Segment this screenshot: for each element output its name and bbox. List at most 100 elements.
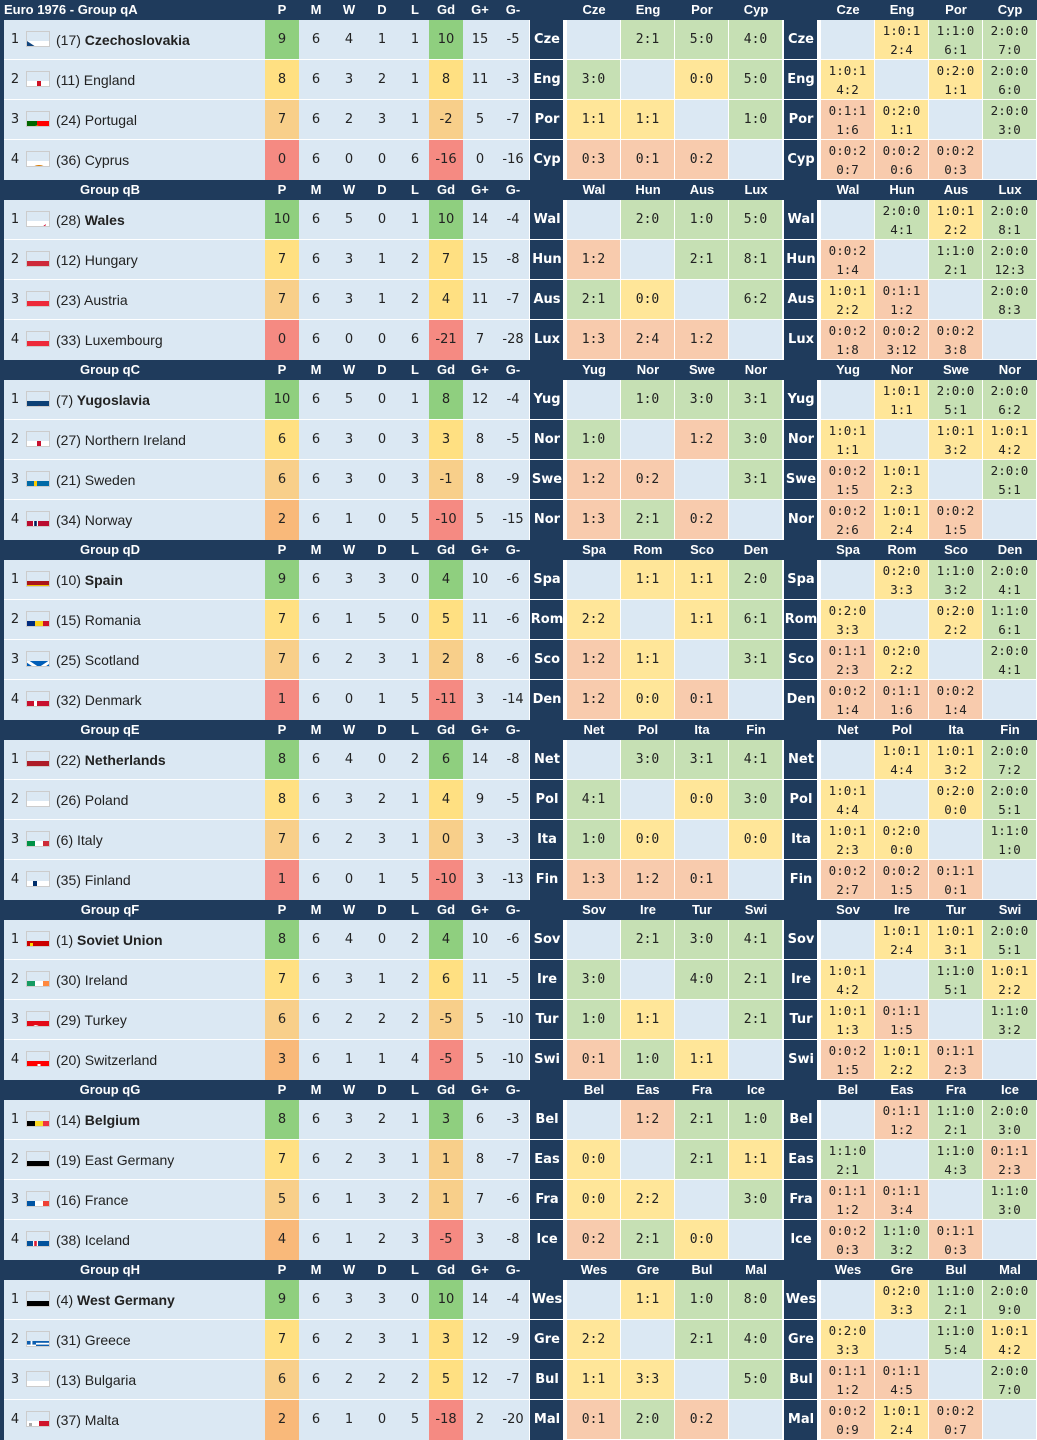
- head-to-head-cell: 1:0:1 2:2: [821, 280, 875, 320]
- goal-difference: 4: [429, 920, 463, 960]
- points-cell: 6: [265, 420, 299, 460]
- aggregate-score: 1:4: [836, 702, 859, 717]
- column-header: W: [342, 2, 356, 17]
- wdl-record: 1:1:0: [936, 1103, 975, 1118]
- wdl-record: 0:1:1: [882, 283, 921, 298]
- wdl-record: 1:1:0: [936, 243, 975, 258]
- stat-ga: -14: [502, 692, 524, 707]
- row-abbr: Ire: [530, 960, 564, 1000]
- row-divider: [4, 139, 1037, 140]
- column-divider: [817, 740, 821, 900]
- aggregate-score: 7:0: [998, 42, 1021, 57]
- stat-w: 1: [344, 512, 354, 527]
- goal-difference: -1: [429, 460, 463, 500]
- stat-m: 6: [311, 252, 321, 267]
- column-header: G+: [471, 1262, 489, 1277]
- team-rank: 4: [10, 152, 20, 167]
- wdl-record: 1:1:0: [936, 1143, 975, 1158]
- column-header: W: [342, 902, 356, 917]
- team-rank: 2: [10, 252, 20, 267]
- row-abbr: Spa: [530, 560, 564, 600]
- result-cell: 2:4: [621, 320, 675, 360]
- group-header: Group qF P M W D L Gd G+ G- Sov Sov Ire Ire Tur Tur Swi…: [0, 900, 1037, 920]
- aggregate-score: 2:3: [890, 482, 913, 497]
- points-cell: 8: [265, 740, 299, 780]
- stat-d: 2: [377, 1372, 387, 1387]
- head-to-head-cell: 1:1:0 2:1: [821, 1140, 875, 1180]
- aggregate-score: 2:4: [890, 42, 913, 57]
- aggregate-score: 5:1: [998, 802, 1021, 817]
- flag-icon: [26, 1111, 50, 1128]
- team-seed: (24): [56, 112, 81, 128]
- column-header: L: [411, 722, 419, 737]
- empty-cell: [729, 320, 783, 360]
- team-cell: (34) Norway: [26, 500, 264, 540]
- stat-d: 3: [377, 1332, 387, 1347]
- opponent-header: Cyp: [997, 2, 1023, 17]
- row-abbr: Swi: [530, 1040, 564, 1080]
- head-to-head-cell: 0:2:0 2:2: [875, 640, 929, 680]
- head-to-head-cell: 2:0:0 3:0: [983, 100, 1037, 140]
- result-cell: 2:1: [621, 1220, 675, 1260]
- team-cell: (27) Northern Ireland: [26, 420, 264, 460]
- head-to-head-cell: 0:0:2 1:5: [875, 860, 929, 900]
- empty-cell: [821, 740, 875, 780]
- empty-cell: [983, 680, 1037, 720]
- wdl-record: 1:0:1: [828, 963, 867, 978]
- head-to-head-cell: 2:0:0 5:1: [929, 380, 983, 420]
- empty-cell: [621, 780, 675, 820]
- flag-icon: [26, 1191, 50, 1208]
- flag-icon: [26, 1411, 50, 1428]
- wdl-record: 1:0:1: [882, 463, 921, 478]
- result-cell: 1:2: [567, 640, 621, 680]
- team-rank: 4: [10, 1412, 20, 1427]
- row-abbr: Pol: [530, 780, 564, 820]
- aggregate-score: 12:3: [994, 262, 1025, 277]
- stat-w: 2: [344, 1152, 354, 1167]
- opponent-header: Net: [583, 722, 605, 737]
- group-title: Group qD: [80, 542, 140, 557]
- result-cell: 2:1: [675, 240, 729, 280]
- column-header: M: [310, 1262, 322, 1277]
- column-header: G+: [471, 2, 489, 17]
- column-header: M: [310, 2, 322, 17]
- stat-w: 0: [344, 152, 354, 167]
- head-to-head-cell: 1:1:0 2:1: [929, 240, 983, 280]
- stat-d: 5: [377, 612, 387, 627]
- aggregate-score: 7:2: [998, 762, 1021, 777]
- row-divider: [4, 959, 1037, 960]
- wdl-record: 0:0:2: [936, 503, 975, 518]
- aggregate-score: 1:4: [944, 702, 967, 717]
- stat-d: 2: [377, 72, 387, 87]
- goal-difference: 2: [429, 640, 463, 680]
- wdl-record: 1:0:1: [882, 1043, 921, 1058]
- stat-gf: 5: [475, 512, 485, 527]
- team-name: Portugal: [84, 112, 137, 128]
- column-header: D: [377, 722, 387, 737]
- stat-m: 6: [311, 692, 321, 707]
- wdl-record: 0:1:1: [936, 1043, 975, 1058]
- stat-d: 1: [377, 252, 387, 267]
- wdl-record: 2:0:0: [936, 383, 975, 398]
- result-cell: 1:1: [567, 100, 621, 140]
- row-abbr: Den: [530, 680, 564, 720]
- result-cell: 1:0: [729, 100, 783, 140]
- aggregate-score: 4:2: [998, 1342, 1021, 1357]
- opponent-header: Swi: [998, 902, 1022, 917]
- aggregate-score: 5:1: [998, 482, 1021, 497]
- wdl-record: 0:2:0: [936, 63, 975, 78]
- opponent-header: Sco: [690, 542, 714, 557]
- stat-w: 4: [344, 932, 354, 947]
- stat-l: 5: [410, 872, 420, 887]
- result-cell: 0:2: [675, 1400, 729, 1440]
- result-cell: 0:1: [567, 1400, 621, 1440]
- stat-m: 6: [311, 1192, 321, 1207]
- aggregate-score: 1:5: [944, 522, 967, 537]
- aggregate-score: 2:2: [890, 1062, 913, 1077]
- empty-cell: [929, 640, 983, 680]
- team-name: England: [83, 72, 136, 88]
- wdl-record: 0:1:1: [882, 1363, 921, 1378]
- aggregate-score: 1:6: [836, 122, 859, 137]
- flag-icon: [26, 1371, 50, 1388]
- aggregate-score: 3:2: [944, 762, 967, 777]
